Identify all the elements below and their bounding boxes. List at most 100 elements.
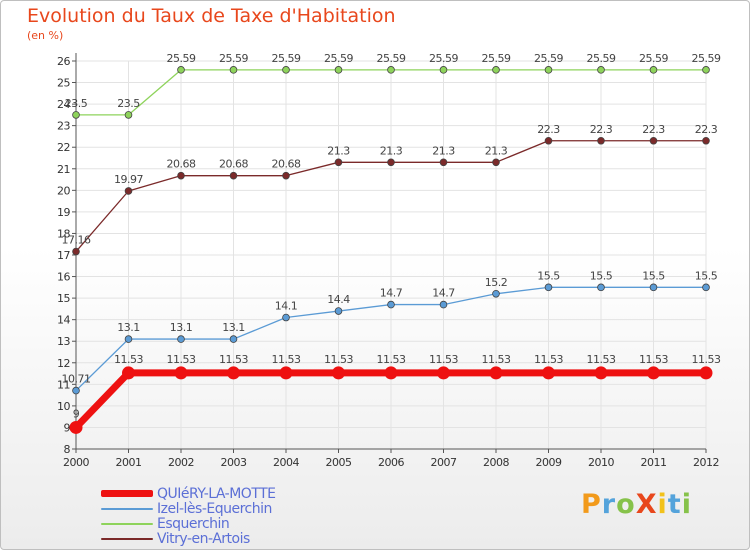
data-point-qui-ry-la-motte <box>174 366 188 380</box>
data-point-qui-ry-la-motte <box>647 366 660 380</box>
data-point-izel-l-s-equerchin <box>544 283 553 292</box>
logo-letter: X <box>635 489 658 520</box>
data-point-qui-ry-la-motte <box>279 366 293 380</box>
data-label-qui-ry-la-motte: 11.53 <box>114 353 143 366</box>
data-label-izel-l-s-equerchin: 10.71 <box>62 373 91 386</box>
data-point-izel-l-s-equerchin <box>72 386 80 395</box>
data-label-esquerchin: 25.59 <box>482 52 511 65</box>
data-label-qui-ry-la-motte: 11.53 <box>429 353 458 366</box>
data-label-vitry-en-artois: 20.68 <box>272 158 301 171</box>
legend-swatch <box>101 507 153 510</box>
y-tick-label: 17 <box>57 249 70 262</box>
data-label-izel-l-s-equerchin: 14.7 <box>432 287 455 300</box>
data-point-qui-ry-la-motte <box>69 420 83 434</box>
legend-label: Izel-lès-Equerchin <box>157 500 272 517</box>
data-point-vitry-en-artois <box>492 158 500 167</box>
data-label-izel-l-s-equerchin: 15.5 <box>695 269 718 282</box>
y-tick-label: 8 <box>64 443 71 456</box>
data-label-qui-ry-la-motte: 11.53 <box>482 353 511 366</box>
y-tick-label: 19 <box>57 206 70 219</box>
x-tick-label: 2008 <box>483 456 509 469</box>
data-point-izel-l-s-equerchin <box>439 300 448 309</box>
data-label-esquerchin: 25.59 <box>692 52 721 65</box>
legend-label: Esquerchin <box>157 515 230 532</box>
data-point-izel-l-s-equerchin <box>124 335 133 343</box>
data-label-izel-l-s-equerchin: 14.4 <box>327 293 350 306</box>
data-point-izel-l-s-equerchin <box>282 313 290 322</box>
data-label-qui-ry-la-motte: 11.53 <box>692 353 721 366</box>
logo-letter: t <box>667 489 682 520</box>
data-label-izel-l-s-equerchin: 15.5 <box>590 269 613 282</box>
x-tick-label: 2012 <box>693 456 719 469</box>
y-tick-label: 24 <box>57 98 70 111</box>
data-label-esquerchin: 25.59 <box>167 52 196 65</box>
data-label-vitry-en-artois: 21.3 <box>380 144 403 157</box>
data-label-izel-l-s-equerchin: 15.5 <box>537 269 560 282</box>
data-point-esquerchin <box>387 66 395 74</box>
data-label-qui-ry-la-motte: 11.53 <box>534 353 563 366</box>
y-tick-label: 15 <box>57 292 70 305</box>
x-tick-label: 2006 <box>378 456 404 469</box>
data-point-vitry-en-artois <box>649 136 658 145</box>
data-label-qui-ry-la-motte: 11.53 <box>587 353 616 366</box>
data-label-vitry-en-artois: 22.3 <box>590 123 613 136</box>
data-point-vitry-en-artois <box>702 136 710 145</box>
data-label-izel-l-s-equerchin: 14.1 <box>275 300 298 313</box>
data-label-vitry-en-artois: 17.16 <box>62 234 91 247</box>
data-point-izel-l-s-equerchin <box>177 335 185 343</box>
data-point-vitry-en-artois <box>229 171 238 180</box>
logo-letter: i <box>657 489 668 520</box>
data-point-izel-l-s-equerchin <box>334 307 343 315</box>
data-label-vitry-en-artois: 22.3 <box>695 123 718 136</box>
y-tick-label: 9 <box>64 421 71 434</box>
data-point-esquerchin <box>544 66 553 74</box>
data-label-esquerchin: 25.59 <box>219 52 248 65</box>
data-point-esquerchin <box>334 66 343 74</box>
data-label-esquerchin: 25.59 <box>587 52 616 65</box>
data-point-qui-ry-la-motte <box>699 366 713 380</box>
chart-subtitle: (en %) <box>27 29 64 42</box>
data-label-esquerchin: 25.59 <box>272 52 301 65</box>
data-point-izel-l-s-equerchin <box>492 289 500 298</box>
data-point-vitry-en-artois <box>387 158 395 167</box>
proxiti-logo: ProXiti <box>581 489 692 520</box>
data-point-izel-l-s-equerchin <box>702 283 710 292</box>
logo-letter: r <box>601 489 617 520</box>
data-label-esquerchin: 25.59 <box>377 52 406 65</box>
data-point-vitry-en-artois <box>124 187 133 195</box>
data-point-qui-ry-la-motte <box>437 366 450 380</box>
x-tick-label: 2010 <box>588 456 614 469</box>
legend-item: Esquerchin <box>101 515 276 532</box>
y-tick-label: 14 <box>57 314 70 327</box>
y-tick-label: 12 <box>57 357 70 370</box>
data-point-vitry-en-artois <box>282 171 290 180</box>
data-point-esquerchin <box>282 66 290 74</box>
legend-item: Izel-lès-Equerchin <box>101 500 276 517</box>
data-point-esquerchin <box>72 111 80 119</box>
y-tick-label: 16 <box>57 271 70 284</box>
data-point-qui-ry-la-motte <box>332 366 345 380</box>
data-point-qui-ry-la-motte <box>542 366 555 380</box>
data-point-esquerchin <box>649 66 658 74</box>
data-label-izel-l-s-equerchin: 15.2 <box>485 276 508 289</box>
y-tick-label: 22 <box>57 141 70 154</box>
y-tick-label: 13 <box>57 335 70 348</box>
data-label-vitry-en-artois: 21.3 <box>485 144 508 157</box>
data-point-qui-ry-la-motte <box>594 366 608 380</box>
y-tick-label: 18 <box>57 227 70 240</box>
data-label-vitry-en-artois: 19.97 <box>114 173 143 186</box>
data-point-esquerchin <box>492 66 500 74</box>
legend-swatch <box>101 490 153 497</box>
data-point-vitry-en-artois <box>334 158 343 167</box>
chart-legend: QUIéRY-LA-MOTTE Izel-lès-Equerchin Esquerc… <box>101 486 276 547</box>
data-point-esquerchin <box>124 111 133 119</box>
x-tick-label: 2009 <box>536 456 562 469</box>
data-label-qui-ry-la-motte: 11.53 <box>272 353 301 366</box>
data-label-qui-ry-la-motte: 9 <box>73 407 80 420</box>
data-label-esquerchin: 25.59 <box>429 52 458 65</box>
logo-letter: P <box>581 489 602 520</box>
data-label-vitry-en-artois: 21.3 <box>327 144 350 157</box>
data-point-izel-l-s-equerchin <box>597 283 605 292</box>
data-label-izel-l-s-equerchin: 15.5 <box>642 269 665 282</box>
